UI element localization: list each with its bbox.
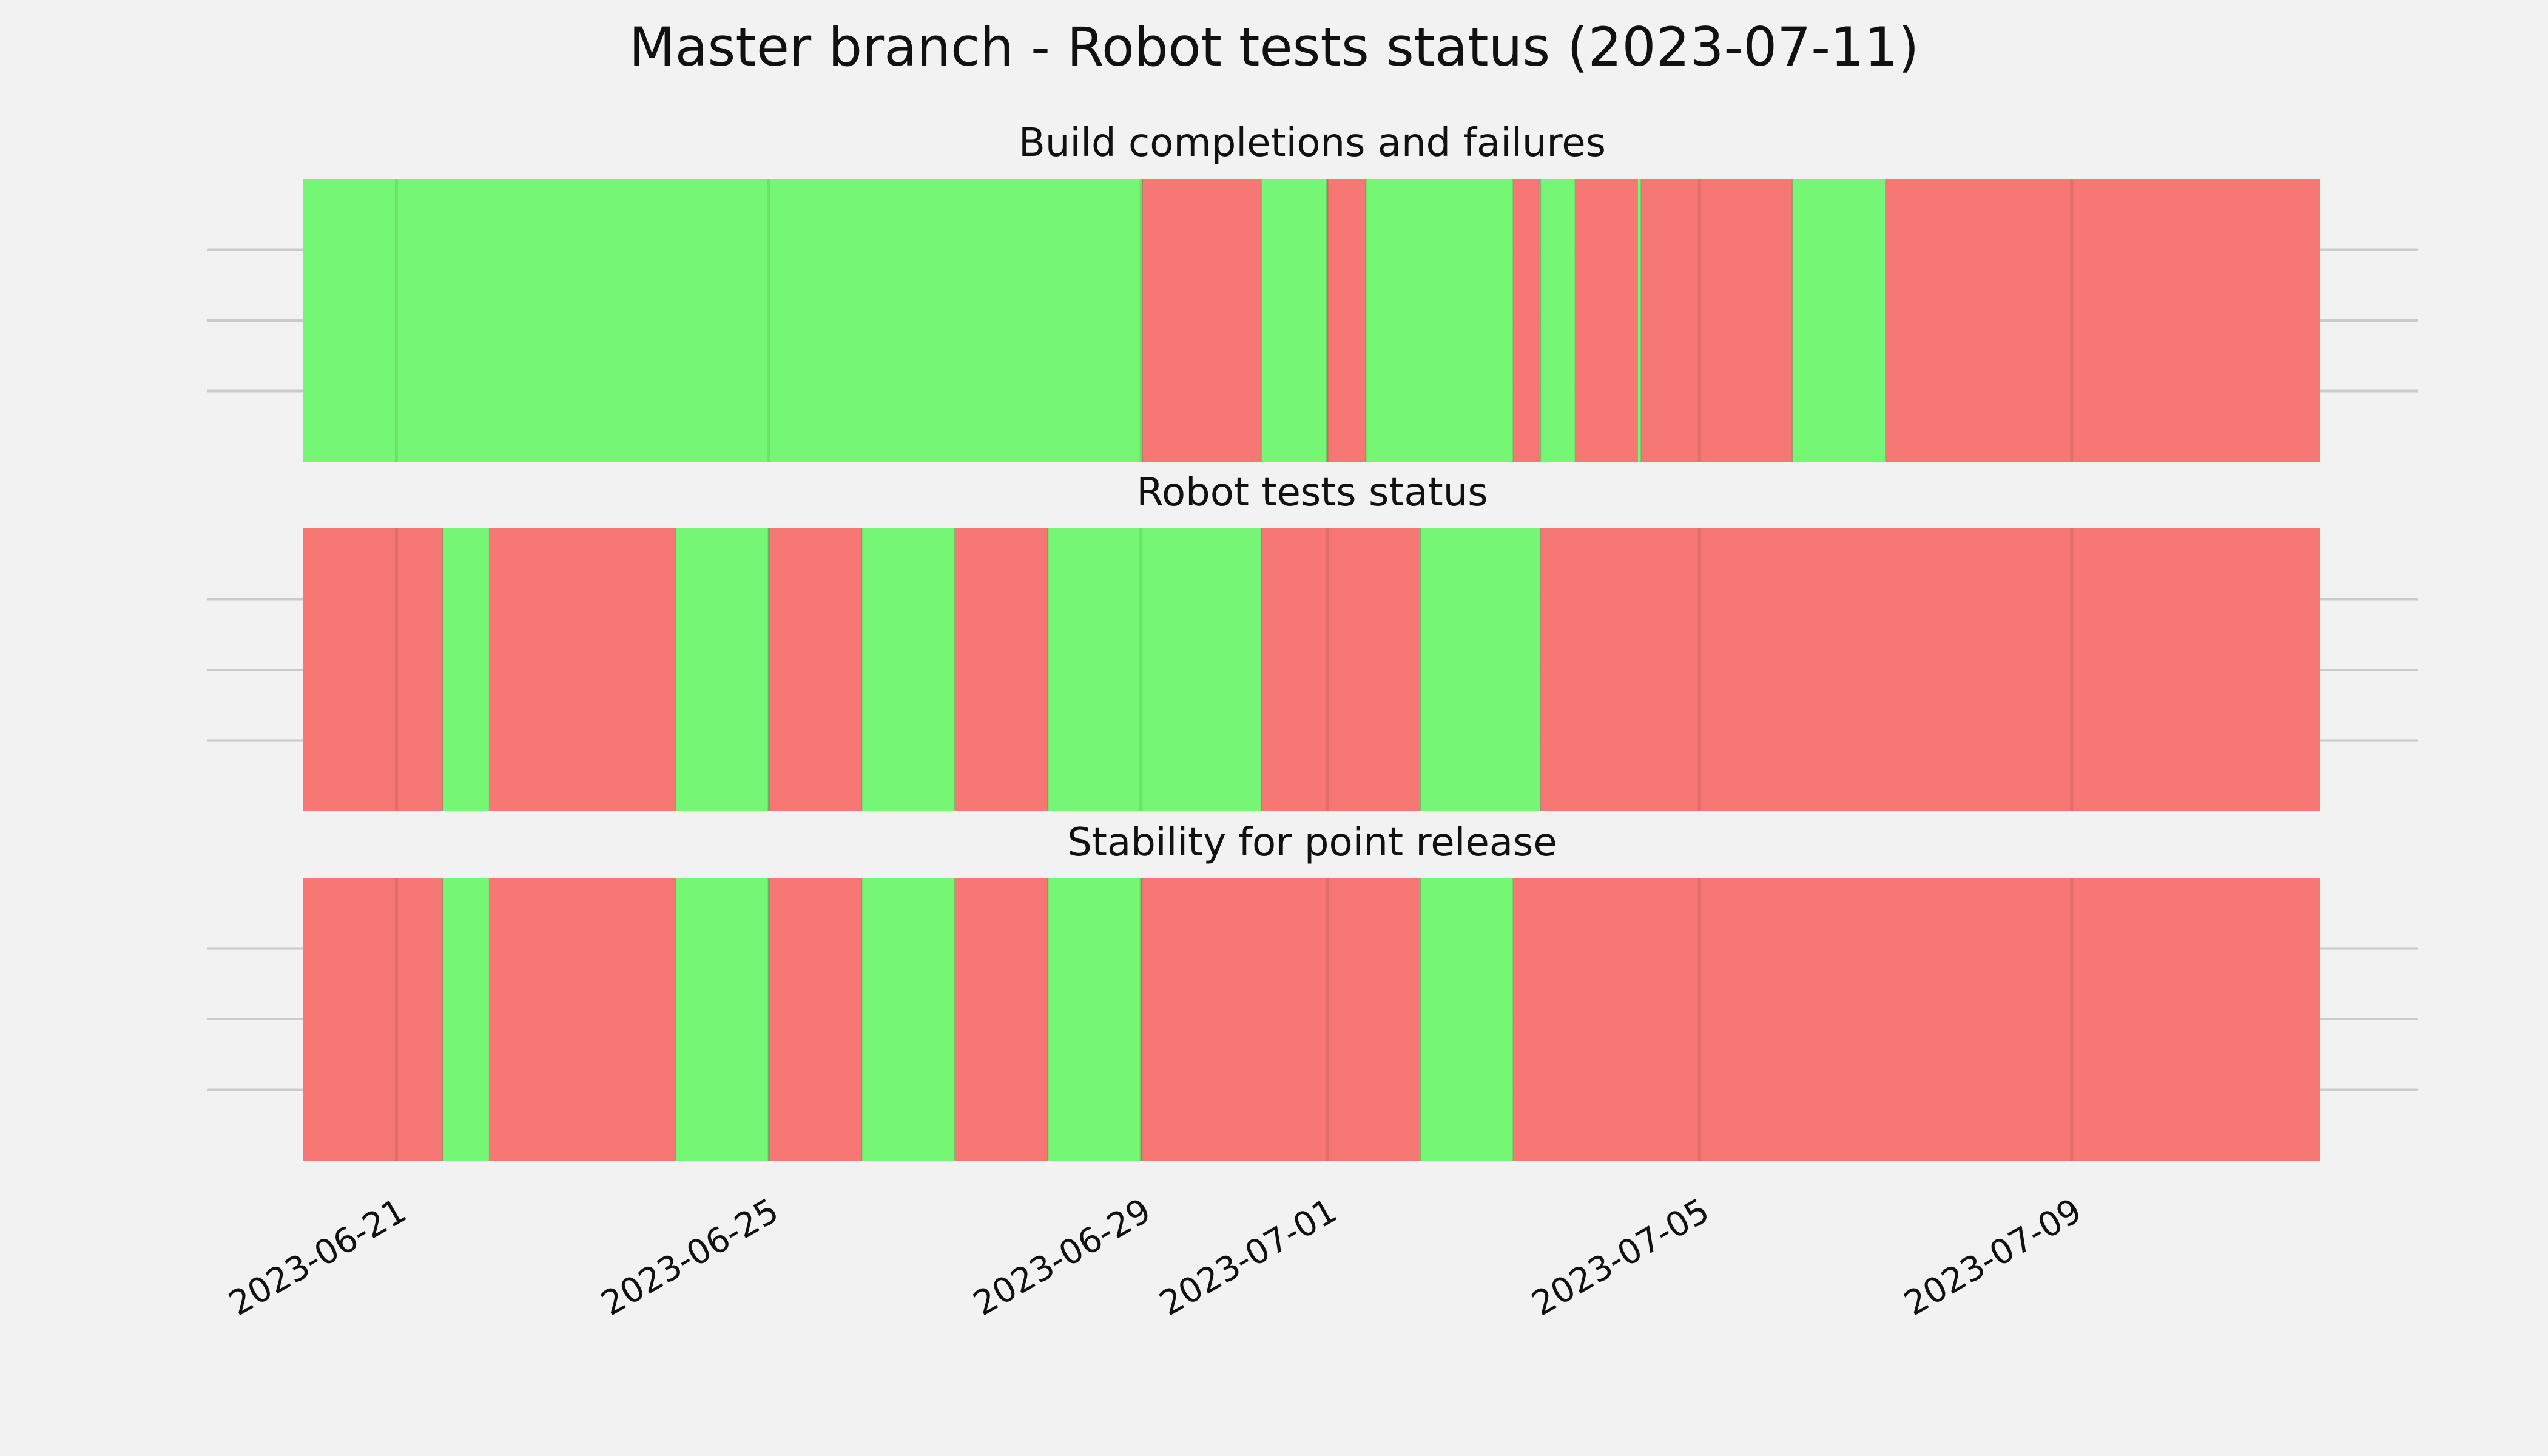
status-segment-fail (1540, 528, 2320, 811)
status-segment-fail (954, 528, 1048, 811)
status-segment-pass (1366, 179, 1514, 462)
panels: Build completions and failures Robot test… (207, 121, 2418, 1161)
panel-2: Robot tests status (207, 470, 2418, 811)
panel-title: Robot tests status (1136, 470, 1488, 515)
status-segment-fail (489, 878, 676, 1161)
status-segment-pass (1540, 179, 1576, 462)
status-segment-pass (861, 528, 955, 811)
status-segment-pass (303, 179, 1142, 462)
status-segment-fail (1886, 179, 2320, 462)
status-segment-fail (1261, 528, 1420, 811)
status-segment-fail (1141, 878, 1420, 1161)
status-segment-pass (1048, 528, 1261, 811)
status-segment-pass (1637, 179, 1642, 462)
status-segment-fail (769, 878, 862, 1161)
chart-title: Master branch - Robot tests status (2023… (629, 16, 1919, 78)
status-segment-fail (1327, 179, 1366, 462)
status-segment-fail (1142, 179, 1261, 462)
status-segment-fail (303, 878, 443, 1161)
status-segment-pass (1261, 179, 1327, 462)
status-segment-fail (1513, 179, 1541, 462)
status-segment-fail (1641, 179, 1793, 462)
status-segment-pass (861, 878, 955, 1161)
status-segment-pass (1048, 878, 1141, 1161)
panel-1: Build completions and failures (207, 121, 2418, 462)
status-segment-pass (443, 528, 490, 811)
panel-3: Stability for point release (207, 820, 2418, 1161)
status-segment-pass (1420, 878, 1514, 1161)
status-segment-pass (1420, 528, 1541, 811)
status-segment-pass (443, 878, 490, 1161)
status-segment-fail (489, 528, 676, 811)
panel-title: Stability for point release (1067, 820, 1557, 865)
status-segment-fail (954, 878, 1048, 1161)
status-segment-fail (303, 528, 443, 811)
panel-title: Build completions and failures (1019, 121, 1606, 166)
status-segment-fail (1513, 878, 2320, 1161)
status-segment-fail (1575, 179, 1637, 462)
status-segment-fail (769, 528, 862, 811)
status-segment-pass (1792, 179, 1886, 462)
status-segment-pass (675, 528, 769, 811)
status-segment-pass (675, 878, 769, 1161)
